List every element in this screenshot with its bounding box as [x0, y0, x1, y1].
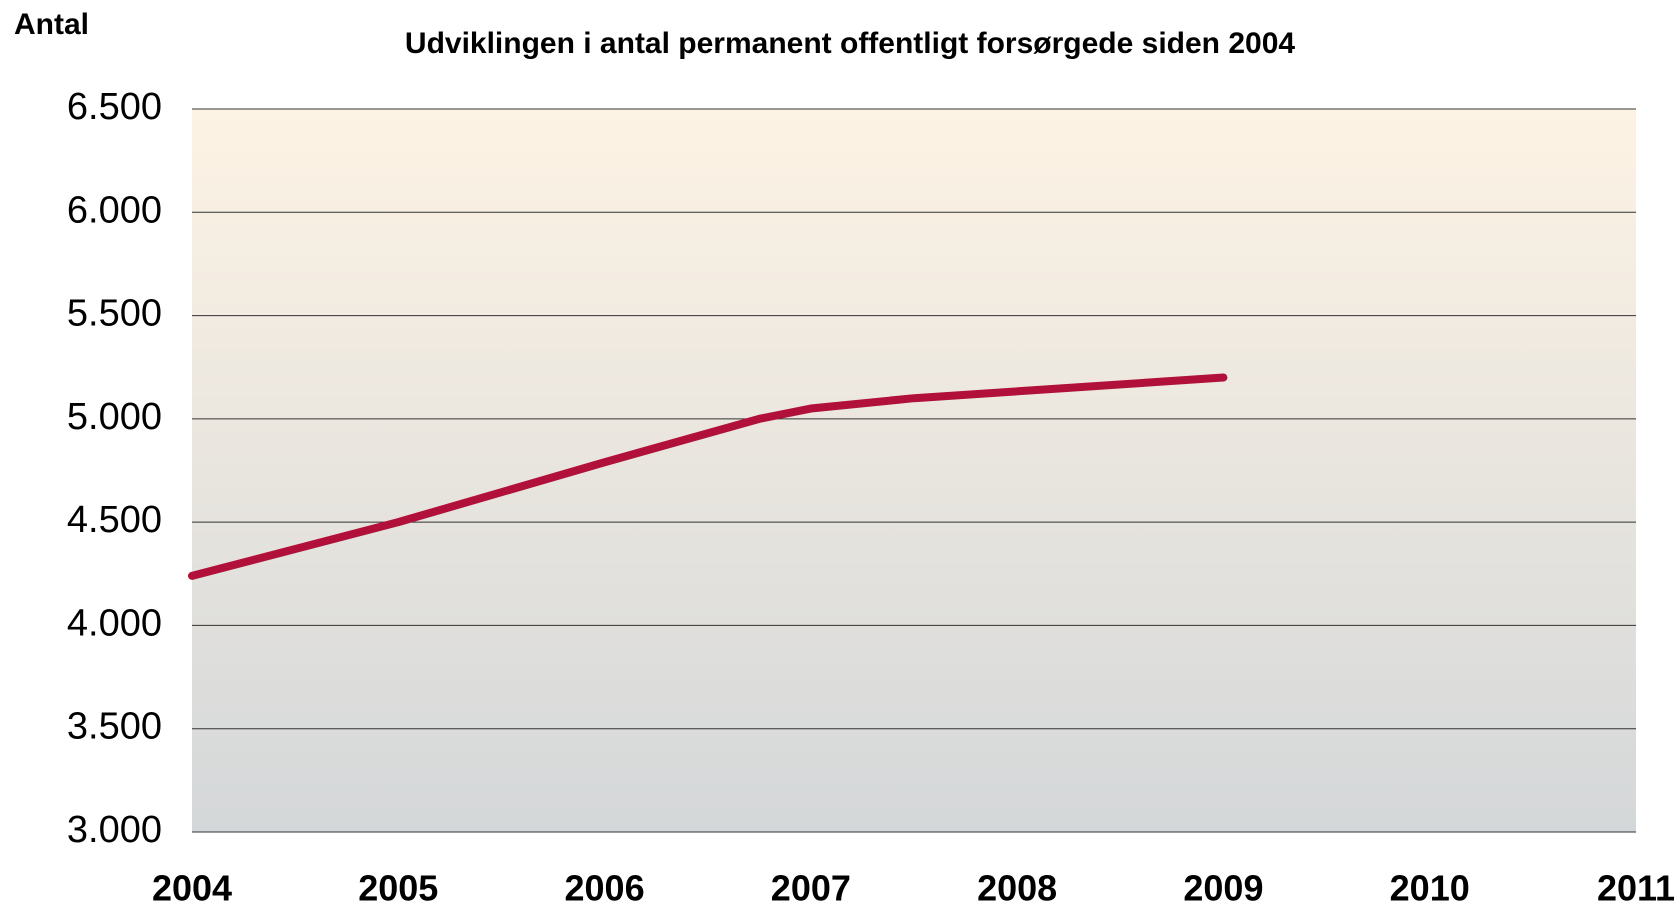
x-tick-label: 2007 — [771, 868, 851, 906]
x-tick-label: 2009 — [1183, 868, 1263, 906]
y-tick-label: 5.500 — [67, 293, 162, 335]
x-tick-label: 2004 — [152, 868, 232, 906]
data-line — [188, 373, 1228, 580]
y-tick-label: 6.500 — [67, 86, 162, 128]
x-tick-label: 2008 — [977, 868, 1057, 906]
x-tick-label: 2010 — [1390, 868, 1470, 906]
chart-title: Udviklingen i antal permanent offentligt… — [405, 27, 1295, 60]
y-tick-label: 3.500 — [67, 706, 162, 748]
y-axis-label: Antal — [14, 8, 89, 41]
y-tick-label: 6.000 — [67, 189, 162, 231]
plot-area — [192, 109, 1636, 832]
x-tick-label: 2006 — [565, 868, 645, 906]
x-tick-label: 2005 — [358, 868, 438, 906]
y-tick-label: 4.000 — [67, 602, 162, 644]
y-tick-label: 3.000 — [67, 809, 162, 851]
x-tick-label: 2011 — [1597, 868, 1675, 906]
y-tick-label: 5.000 — [67, 396, 162, 438]
y-tick-label: 4.500 — [67, 499, 162, 541]
